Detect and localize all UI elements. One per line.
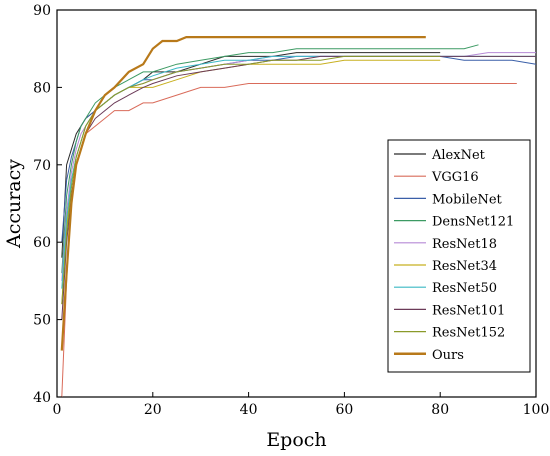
y-tick-label: 60 [33, 235, 51, 251]
y-tick-label: 50 [33, 313, 51, 329]
legend: AlexNet VGG16 MobileNet DensNet121 ResNet18 R… [387, 139, 531, 373]
legend-box [387, 139, 531, 373]
series-line-resnet152 [61, 55, 441, 305]
legend-label: ResNet34 [432, 259, 497, 274]
legend-label: DensNet121 [432, 215, 514, 230]
plot-area [56, 9, 537, 398]
y-tick-label: 70 [33, 158, 51, 174]
y-tick-label: 90 [33, 3, 51, 19]
plot-frame [56, 9, 537, 398]
x-tick-label: 80 [431, 402, 449, 418]
legend-label: ResNet50 [432, 281, 497, 296]
legend-label: ResNet101 [432, 303, 505, 318]
x-axis-title: Epoch [266, 429, 326, 451]
legend-label: VGG16 [431, 170, 479, 185]
legend-label: ResNet18 [432, 237, 497, 252]
x-tick-label: 0 [53, 402, 62, 418]
x-tick-label: 60 [335, 402, 353, 418]
series-line-densnet121 [61, 44, 479, 274]
series-line-ours [60, 35, 426, 351]
y-axis-title: Accuracy [3, 159, 25, 249]
x-tick-label: 100 [523, 402, 550, 418]
legend-label: MobileNet [432, 192, 503, 207]
legend-label: Ours [432, 348, 464, 363]
y-tick-label: 40 [33, 390, 51, 406]
x-tick-label: 20 [144, 402, 162, 418]
y-axis: 40 50 60 70 80 90 [33, 3, 62, 406]
legend-label: AlexNet [431, 148, 486, 163]
series-line-resnet34 [61, 59, 441, 305]
x-tick-label: 40 [240, 402, 258, 418]
y-tick-label: 80 [33, 80, 51, 96]
legend-label: ResNet152 [432, 326, 505, 341]
x-axis: 0 20 40 60 80 100 [53, 392, 550, 418]
